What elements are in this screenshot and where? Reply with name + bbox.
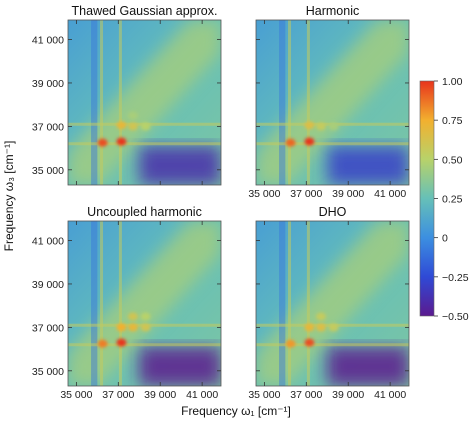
peak	[116, 338, 127, 347]
x-tick-label: 35 000	[248, 188, 280, 200]
heatmap-panel: DHO 35 000 37 000 39 000 41 000	[248, 205, 410, 401]
colorbar-gradient	[419, 80, 435, 317]
colorbar-tick-label: 1.00	[442, 76, 463, 88]
x-tick-label: 35 000	[60, 389, 92, 401]
peak	[315, 122, 326, 131]
negative-region	[327, 145, 409, 185]
x-tick-label: 39 000	[332, 389, 364, 401]
heatmap-field	[68, 221, 221, 386]
plot-frame	[67, 220, 222, 387]
negative-stripe	[91, 20, 98, 185]
peak	[328, 323, 339, 332]
plot-frame	[67, 19, 222, 186]
heatmap-field	[256, 221, 409, 386]
peak	[127, 111, 138, 120]
heatmap-field	[256, 20, 409, 185]
panel-title: Harmonic	[306, 4, 360, 18]
peak	[116, 137, 127, 146]
colorbar-tick-label: 0.25	[442, 194, 463, 206]
negative-region	[139, 346, 221, 386]
y-axis-label: Frequency ω₃ [cm⁻¹]	[2, 141, 16, 252]
negative-stripe	[91, 221, 98, 386]
x-tick-label: 39 000	[144, 389, 176, 401]
peak	[315, 323, 326, 332]
x-tick-label: 37 000	[102, 389, 134, 401]
colorbar-tick-label: 0.75	[442, 115, 463, 127]
peak	[315, 312, 326, 321]
peak	[304, 323, 315, 332]
panel-title: Thawed Gaussian approx.	[72, 4, 218, 18]
peak	[127, 312, 138, 321]
peak	[328, 122, 339, 131]
negative-stripe	[279, 221, 286, 386]
peak	[127, 122, 138, 131]
colorbar-tick-label: 0	[442, 233, 448, 245]
peak	[140, 323, 151, 332]
panel-title: DHO	[319, 205, 347, 219]
peak	[304, 137, 315, 146]
negative-region	[139, 145, 221, 185]
y-tick-label: 37 000	[32, 121, 64, 133]
y-tick-label: 35 000	[32, 366, 64, 378]
y-tick-label: 35 000	[32, 165, 64, 177]
negative-stripe	[279, 20, 286, 185]
y-tick-label: 39 000	[32, 78, 64, 90]
x-tick-label: 41 000	[186, 389, 218, 401]
x-tick-label: 37 000	[290, 389, 322, 401]
colorbar: 1.00 0.75 0.50 0.25 0 −0.25 −0.50	[419, 76, 469, 323]
peak	[140, 122, 151, 131]
peak	[116, 323, 127, 332]
peak	[97, 339, 108, 348]
plot-frame	[255, 220, 410, 387]
x-tick-label: 35 000	[248, 389, 280, 401]
plot-frame	[255, 19, 410, 186]
peak	[116, 121, 127, 130]
x-axis-label: Frequency ω₁ [cm⁻¹]	[181, 404, 291, 418]
peak	[285, 339, 296, 348]
heatmap-field	[68, 20, 221, 185]
peak	[127, 323, 138, 332]
peak	[304, 121, 315, 130]
heatmap-panel: Harmonic 35 000 37 000 39 000 41 000	[248, 4, 410, 200]
x-tick-label: 37 000	[290, 188, 322, 200]
y-tick-label: 39 000	[32, 279, 64, 291]
x-tick-label: 41 000	[374, 389, 406, 401]
peak	[97, 138, 108, 147]
heatmap-panel: Thawed Gaussian approx. 35 000 37 000 39 00…	[32, 4, 222, 186]
panel-title: Uncoupled harmonic	[87, 205, 202, 219]
y-tick-label: 37 000	[32, 322, 64, 334]
negative-region	[327, 346, 409, 386]
colorbar-tick-label: −0.25	[442, 272, 469, 284]
y-tick-label: 41 000	[32, 35, 64, 47]
peak	[304, 338, 315, 347]
peak	[140, 312, 151, 321]
x-tick-label: 41 000	[374, 188, 406, 200]
colorbar-tick-label: 0.50	[442, 154, 463, 166]
y-tick-label: 41 000	[32, 236, 64, 248]
heatmap-panel: Uncoupled harmonic 35 000 37 000 39 000 41 0…	[32, 205, 222, 401]
x-tick-label: 39 000	[332, 188, 364, 200]
peak	[285, 138, 296, 147]
colorbar-tick-label: −0.50	[442, 311, 469, 323]
